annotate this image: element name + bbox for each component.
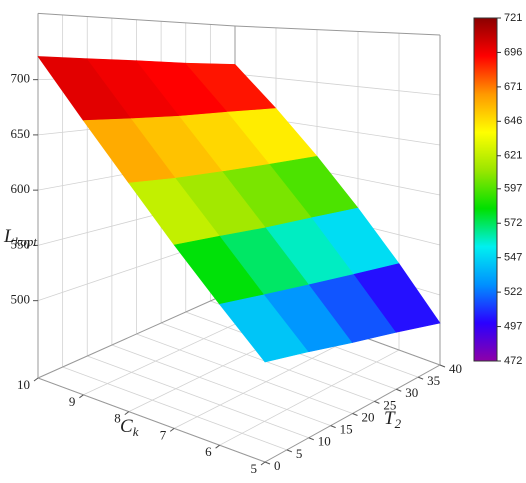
x-tick-label: 10 [17,377,30,392]
y-tick [330,425,336,429]
y-tick [396,388,402,392]
x-tick [79,394,84,399]
z-tick-label: 700 [11,71,31,86]
colorbar-tick-label: 621 [504,150,522,162]
x-tick-label: 9 [69,394,76,409]
y-tick-label: 35 [427,373,440,388]
y-tick [374,400,380,404]
colorbar-tick-label: 522 [504,286,522,298]
y-tick [417,376,424,380]
colorbar-tick-label: 472 [504,355,522,367]
grid-line [234,73,441,96]
x-tick [260,461,266,466]
y-tick [308,437,314,441]
colorbar-ramp [473,17,498,362]
box-edge [37,377,266,463]
y-tick-label: 30 [405,385,418,400]
x-tick-label: 6 [205,444,212,459]
y-tick [264,461,271,465]
grid-line [174,334,359,429]
colorbar-tick-label: 721 [504,12,522,24]
y-tick-label: 15 [340,422,353,437]
grid-line [87,355,309,439]
colorbar-tick-label: 696 [504,46,522,58]
surface [37,56,441,363]
x-axis-title: Ck [120,416,139,439]
x-tick [169,427,175,432]
grid-line [219,349,400,446]
z-tick-label: 650 [11,126,31,141]
y-axis-title: T2 [384,408,402,431]
x-tick [124,411,130,416]
y-tick-label: 5 [296,446,303,461]
x-tick [33,377,39,382]
colorbar-tick-label: 597 [504,183,522,195]
y-tick-label: 0 [274,458,281,473]
colorbar-tick-label: 646 [504,115,522,127]
box-edge [37,12,236,27]
grid-line [62,366,288,451]
box-edge [37,289,236,379]
x-tick-label: 5 [251,461,258,476]
grid-line [136,333,353,414]
y-tick-label: 25 [383,397,396,412]
surface-cell [353,263,441,333]
z-tick-label: 500 [11,292,31,307]
colorbar-tick-label: 497 [504,320,522,332]
z-tick-label: 550 [11,236,31,251]
colorbar-tick-label: 671 [504,81,522,93]
colorbar: 472 497 522 547 572 597 621 646 671 696 721 [473,12,522,367]
grid-line [111,344,331,427]
grid-line [160,322,375,402]
y-tick [286,449,293,453]
colorbar-tick-label: 547 [504,252,522,264]
x-tick-label: 8 [114,411,121,426]
z-tick-label: 600 [11,181,31,196]
y-tick [352,413,358,416]
x-tick-label: 7 [160,427,167,442]
y-tick-label: 40 [449,361,462,376]
y-tick-label: 20 [362,409,375,424]
z-axis-title: Lkopt [3,226,37,249]
x-tick [215,444,220,449]
y-tick [439,364,446,368]
box-edge [234,25,441,36]
colorbar-tick-label: 572 [504,217,522,229]
y-tick-label: 10 [318,434,331,449]
